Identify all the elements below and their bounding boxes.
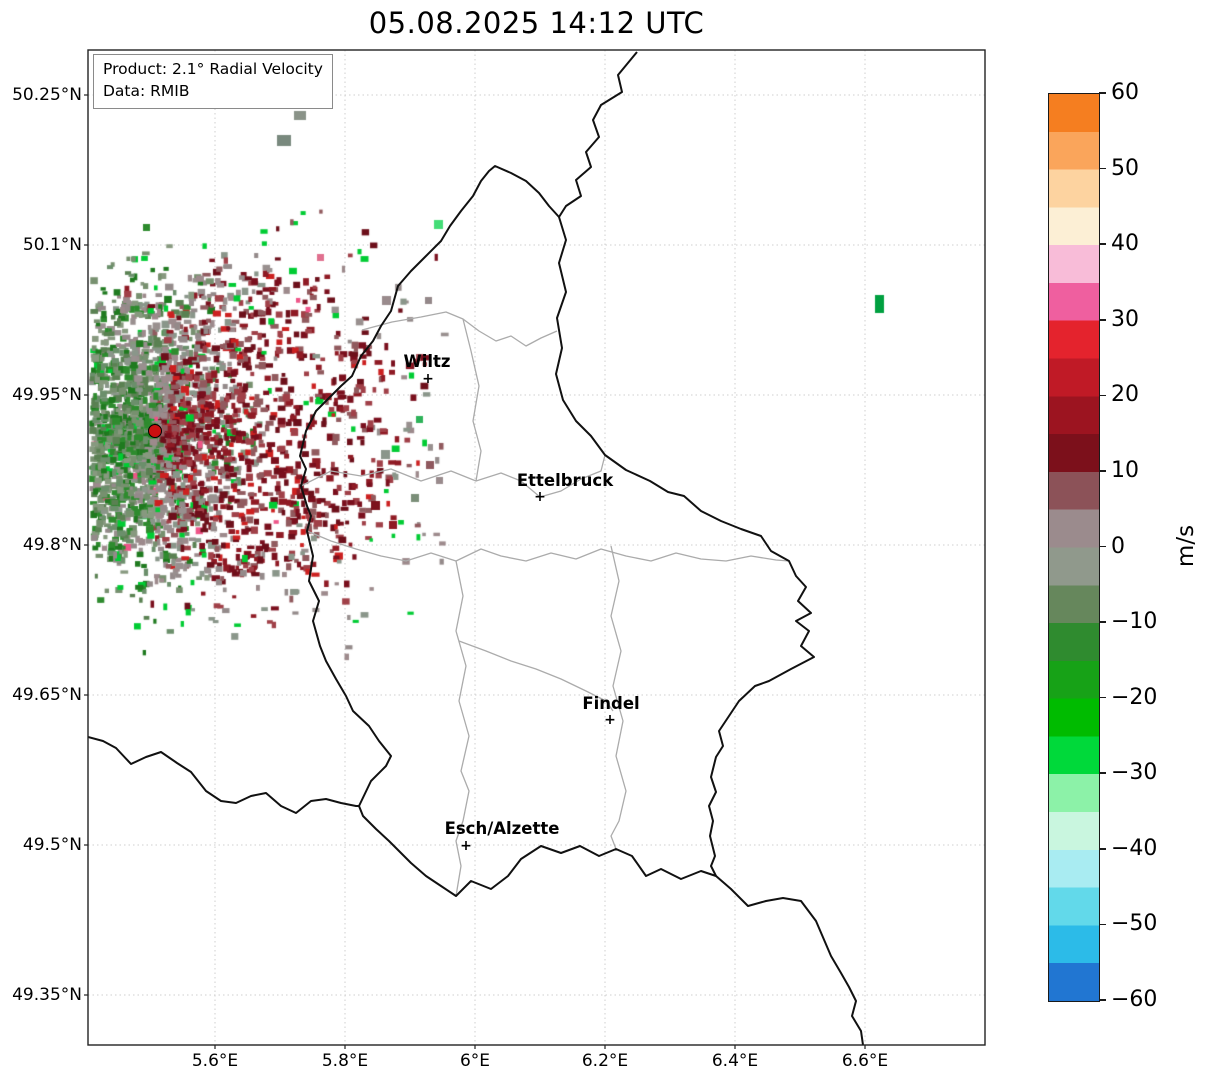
data-source-line: Data: RMIB xyxy=(103,82,190,101)
product-line: Product: 2.1° Radial Velocity xyxy=(103,60,323,78)
product-info-box: Product: 2.1° Radial Velocity Data: RMIB xyxy=(93,54,333,109)
